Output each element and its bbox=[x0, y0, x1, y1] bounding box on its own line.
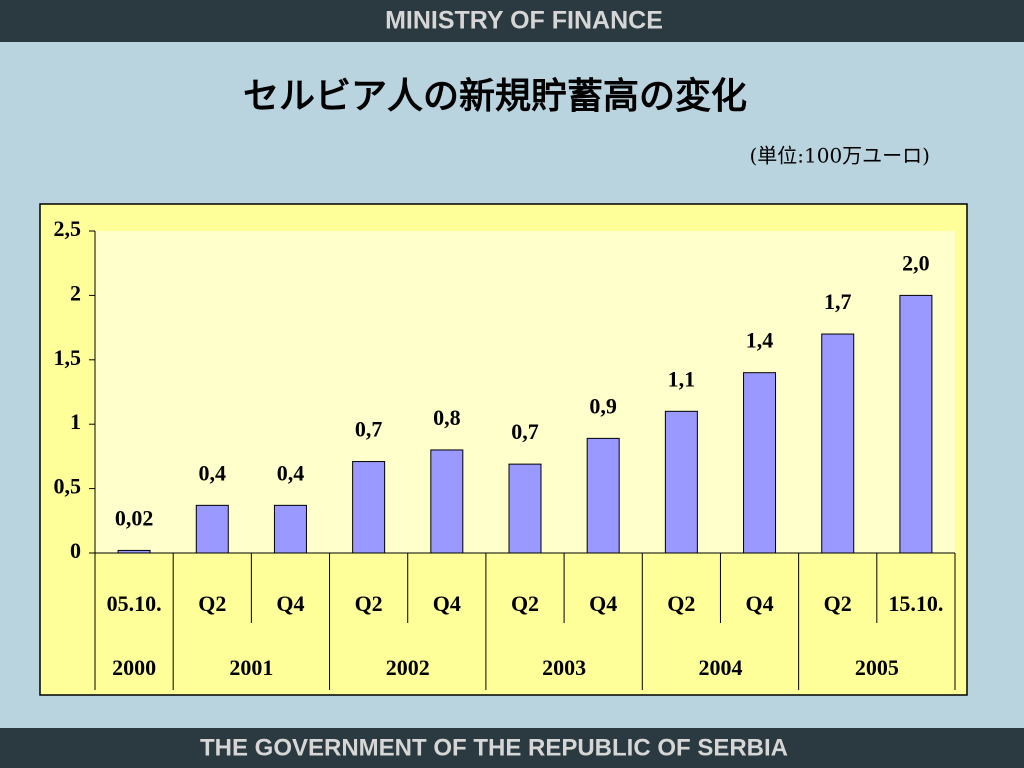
y-tick-label: 2,5 bbox=[54, 216, 82, 241]
footer: THE GOVERNMENT OF THE REPUBLIC OF SERBIA bbox=[200, 734, 788, 761]
bar bbox=[899, 294, 933, 554]
x-tick-label: Q2 bbox=[198, 591, 226, 616]
x-tick-label: Q2 bbox=[824, 591, 852, 616]
value-label: 0,9 bbox=[589, 393, 617, 418]
value-label: 1,1 bbox=[668, 366, 696, 391]
x-tick-label: Q4 bbox=[589, 591, 617, 616]
group-label: 2005 bbox=[855, 655, 899, 680]
bar bbox=[195, 504, 229, 554]
header: MINISTRY OF FINANCE bbox=[385, 7, 663, 35]
bar bbox=[586, 437, 620, 554]
value-label: 0,4 bbox=[277, 460, 305, 485]
x-tick-label: Q2 bbox=[355, 591, 383, 616]
x-tick-label: Q4 bbox=[433, 591, 461, 616]
bar bbox=[664, 410, 698, 554]
value-label: 0,4 bbox=[199, 460, 227, 485]
y-tick-label: 0,5 bbox=[54, 474, 82, 499]
x-tick-label: 15.10. bbox=[888, 591, 943, 616]
x-tick-label: Q2 bbox=[511, 591, 539, 616]
bar bbox=[743, 372, 777, 554]
x-tick-label: Q4 bbox=[745, 591, 773, 616]
group-label: 2003 bbox=[542, 655, 586, 680]
header-bar bbox=[0, 0, 1024, 42]
value-label: 0,7 bbox=[511, 419, 539, 444]
chart-subtitle: (単位:100万ユーロ) bbox=[749, 144, 930, 168]
chart-title: セルビア人の新規貯蓄高の変化 bbox=[243, 75, 747, 117]
x-tick-label: Q2 bbox=[667, 591, 695, 616]
group-label: 2004 bbox=[698, 655, 742, 680]
bar bbox=[821, 333, 855, 554]
bar bbox=[430, 449, 464, 554]
value-label: 0,8 bbox=[433, 405, 461, 430]
value-label: 2,0 bbox=[902, 250, 930, 275]
value-label: 0,02 bbox=[115, 505, 154, 530]
y-tick-label: 1 bbox=[70, 409, 81, 434]
bar bbox=[273, 504, 307, 554]
y-tick-label: 0 bbox=[70, 538, 81, 563]
value-label: 1,7 bbox=[824, 289, 852, 314]
bar bbox=[508, 463, 542, 554]
y-tick-label: 1,5 bbox=[54, 345, 82, 370]
y-tick-label: 2 bbox=[70, 280, 81, 305]
bar bbox=[352, 461, 386, 554]
value-label: 0,7 bbox=[355, 417, 383, 442]
x-tick-label: 05.10. bbox=[107, 591, 162, 616]
group-label: 2002 bbox=[386, 655, 430, 680]
footer-bar bbox=[0, 728, 1024, 768]
x-tick-label: Q4 bbox=[276, 591, 304, 616]
group-label: 2001 bbox=[229, 655, 273, 680]
value-label: 1,4 bbox=[746, 328, 774, 353]
group-label: 2000 bbox=[112, 655, 156, 680]
